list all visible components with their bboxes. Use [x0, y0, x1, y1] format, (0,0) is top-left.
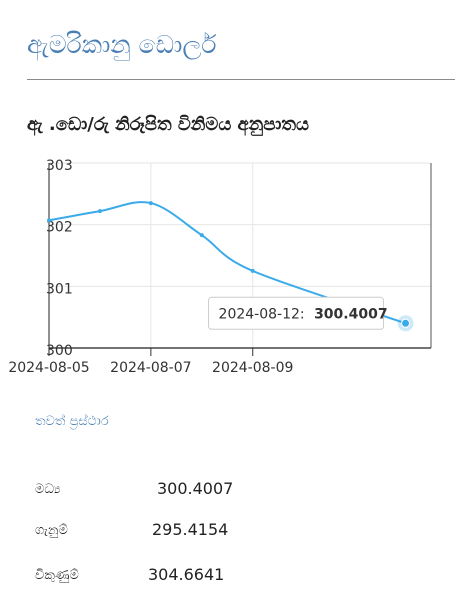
highlight-point[interactable] — [401, 318, 411, 328]
data-point[interactable] — [199, 233, 204, 238]
x-axis-ticks: 2024-08-05 2024-08-07 2024-08-09 — [8, 360, 293, 376]
mid-rate-value: 300.4007 — [157, 479, 234, 498]
tooltip-value: 300.4007 — [314, 306, 388, 322]
x-tick-label: 2024-08-07 — [110, 360, 191, 376]
mid-rate-label: මධ්‍ය — [35, 482, 61, 497]
buy-rate-label: ගැනුම් — [35, 523, 68, 538]
tooltip-box — [208, 296, 385, 330]
buy-rate-value: 295.4154 — [152, 520, 229, 539]
more-charts-link[interactable]: තවත් ප්‍රස්ථාර — [35, 414, 109, 429]
data-point[interactable] — [148, 201, 153, 206]
sell-rate-value: 304.6641 — [148, 565, 225, 584]
tooltip-text: 2024-08-12: 300.4007 — [219, 306, 388, 322]
page-title: ඇමරිකානු ඩොලර් — [27, 30, 217, 59]
y-tick-label: 301 — [46, 281, 73, 297]
title-divider — [27, 79, 455, 80]
chart-points — [47, 201, 414, 332]
chart-tooltip: 2024-08-12: 300.4007 — [208, 296, 388, 330]
tooltip-date: 2024-08-12: — [219, 306, 305, 322]
sell-rate-label: විකුණුම් — [35, 568, 79, 583]
x-tick-label: 2024-08-09 — [212, 360, 293, 376]
x-tick-label: 2024-08-05 — [8, 360, 89, 376]
chart-axes — [48, 163, 432, 356]
y-axis-ticks: 300 301 302 303 — [46, 158, 73, 359]
y-tick-label: 303 — [46, 158, 73, 174]
exchange-rate-chart-heading: ඇ .ඩො/රු නිරූපිත විනිමය අනුපාතය — [27, 114, 309, 135]
data-point[interactable] — [47, 218, 51, 223]
data-point[interactable] — [250, 268, 255, 273]
data-point[interactable] — [97, 209, 102, 214]
y-tick-label: 300 — [46, 343, 73, 359]
y-tick-label: 302 — [46, 220, 73, 236]
